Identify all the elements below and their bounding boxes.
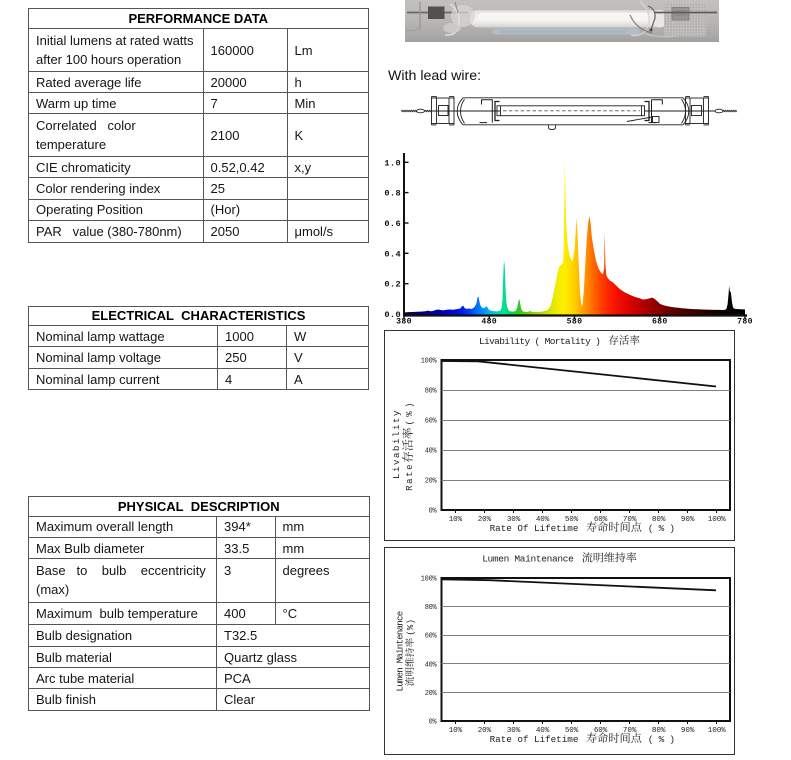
- svg-text:40%: 40%: [536, 727, 550, 735]
- svg-text:Livability: Livability: [392, 409, 402, 479]
- svg-text:0%: 0%: [429, 508, 438, 516]
- svg-text:Lumen Maintenance: Lumen Maintenance: [482, 554, 574, 565]
- svg-text:680: 680: [652, 318, 668, 327]
- svg-text:20%: 20%: [425, 690, 438, 698]
- svg-text:( % ): ( % ): [648, 734, 675, 745]
- svg-text:Livability ( Mortality ): Livability ( Mortality ): [479, 336, 600, 347]
- svg-text:10%: 10%: [449, 516, 463, 524]
- svg-text:580: 580: [567, 318, 583, 327]
- svg-text:70%: 70%: [623, 516, 637, 524]
- svg-text:1.0: 1.0: [384, 158, 401, 168]
- svg-text:0.8: 0.8: [384, 189, 401, 199]
- svg-text:20%: 20%: [478, 516, 492, 524]
- svg-text:Rate: Rate: [405, 463, 415, 491]
- svg-text:Rate of Lifetime: Rate of Lifetime: [490, 734, 579, 745]
- svg-text:480: 480: [481, 318, 497, 327]
- svg-text:380: 380: [396, 318, 412, 327]
- svg-text:50%: 50%: [565, 516, 579, 524]
- svg-text:40%: 40%: [536, 516, 550, 524]
- svg-text:0.0: 0.0: [384, 310, 401, 320]
- svg-text:(%): (%): [405, 399, 415, 425]
- svg-text:80%: 80%: [425, 388, 438, 396]
- svg-text:100%: 100%: [421, 358, 438, 366]
- svg-text:( % ): ( % ): [648, 523, 675, 534]
- svg-text:(%): (%): [406, 619, 416, 636]
- svg-text:100%: 100%: [708, 516, 726, 524]
- svg-text:90%: 90%: [681, 516, 695, 524]
- svg-text:40%: 40%: [425, 448, 438, 456]
- svg-text:20%: 20%: [478, 727, 492, 735]
- svg-text:80%: 80%: [652, 516, 666, 524]
- svg-text:0.2: 0.2: [384, 280, 401, 290]
- svg-text:90%: 90%: [681, 727, 695, 735]
- svg-text:30%: 30%: [507, 727, 521, 735]
- svg-text:0.6: 0.6: [384, 219, 401, 229]
- svg-text:80%: 80%: [652, 727, 666, 735]
- svg-text:780: 780: [737, 318, 753, 327]
- svg-text:100%: 100%: [421, 576, 438, 584]
- svg-text:50%: 50%: [565, 727, 579, 735]
- svg-text:20%: 20%: [425, 478, 438, 486]
- svg-text:40%: 40%: [425, 661, 438, 669]
- svg-text:70%: 70%: [623, 727, 637, 735]
- svg-text:60%: 60%: [594, 727, 608, 735]
- svg-text:0%: 0%: [429, 719, 438, 727]
- svg-text:10%: 10%: [449, 727, 463, 735]
- svg-text:0.4: 0.4: [384, 249, 401, 259]
- svg-text:60%: 60%: [425, 633, 438, 641]
- svg-text:100%: 100%: [708, 727, 726, 735]
- svg-text:30%: 30%: [507, 516, 521, 524]
- svg-text:60%: 60%: [594, 516, 608, 524]
- svg-text:Lumen Maintenance: Lumen Maintenance: [396, 611, 406, 691]
- svg-text:Rate Of Lifetime: Rate Of Lifetime: [490, 523, 579, 534]
- svg-text:60%: 60%: [425, 418, 438, 426]
- svg-text:80%: 80%: [425, 604, 438, 612]
